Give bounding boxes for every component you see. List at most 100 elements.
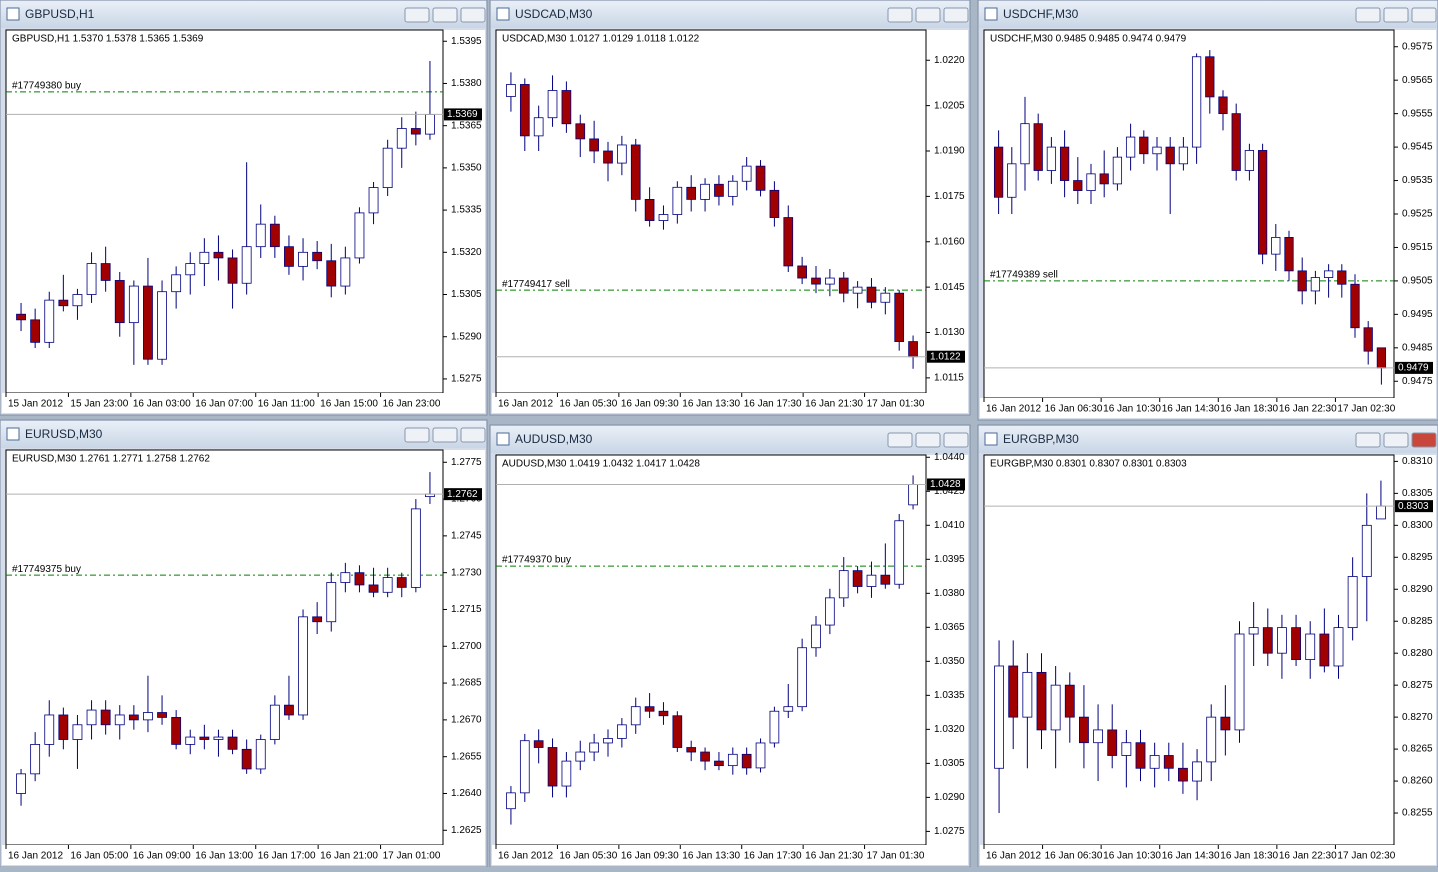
candle-body [714, 183, 724, 197]
candle-body [894, 520, 905, 585]
candle-body [368, 187, 379, 214]
maximize-button[interactable] [1383, 7, 1409, 23]
candle-body [396, 128, 407, 149]
candle-body [769, 189, 780, 218]
candle-body [1376, 347, 1387, 369]
y-tick-label: 1.0130 [934, 327, 965, 338]
order-label: #17749417 sell [502, 279, 570, 290]
candle-body [16, 313, 26, 321]
candle-body [1107, 729, 1118, 756]
candle-body [1350, 283, 1360, 329]
minimize-button[interactable] [404, 427, 430, 443]
minimize-button[interactable] [887, 432, 913, 448]
y-tick-label: 1.0395 [934, 554, 965, 565]
candle-body [72, 724, 83, 740]
y-tick-label: 1.0290 [934, 792, 965, 803]
y-tick-label: 0.8295 [1402, 552, 1433, 563]
candle-body [1319, 633, 1330, 667]
x-tick-label: 16 Jan 10:30 [1103, 851, 1161, 862]
x-tick-label: 15 Jan 23:00 [70, 399, 128, 410]
candle-body [1333, 627, 1344, 667]
candle-body [714, 760, 724, 767]
candle-body [1149, 755, 1160, 769]
order-label: #17749370 buy [502, 555, 571, 566]
candle-body [1178, 146, 1189, 165]
close-button[interactable] [1411, 432, 1437, 448]
y-tick-label: 1.0220 [934, 55, 965, 66]
candle-body [506, 84, 516, 97]
close-button[interactable] [943, 7, 969, 23]
minimize-button[interactable] [404, 7, 430, 23]
x-tick-label: 17 Jan 02:30 [1337, 851, 1395, 862]
maximize-button[interactable] [432, 427, 458, 443]
x-tick-label: 16 Jan 22:30 [1279, 851, 1337, 862]
candle-body [100, 263, 111, 281]
y-tick-label: 0.8260 [1402, 776, 1433, 787]
close-button[interactable] [943, 432, 969, 448]
chart-window: AUDUSD,M30 1.0440 1.0425 1.0410 1.0395 1.0380… [489, 424, 971, 868]
y-tick-label: 1.5395 [451, 36, 482, 47]
candle-body [755, 742, 766, 769]
maximize-button[interactable] [432, 7, 458, 23]
candle-body [1218, 96, 1228, 115]
candle-body [825, 597, 835, 626]
maximize-button[interactable] [915, 432, 941, 448]
candle-body [880, 574, 891, 585]
candle-body [727, 753, 738, 767]
y-tick-label: 1.0350 [934, 656, 965, 667]
candle-body [114, 714, 125, 726]
minimize-button[interactable] [1355, 432, 1381, 448]
candle-body [1139, 136, 1149, 155]
bid-label-box [444, 108, 482, 121]
candle-body [519, 84, 530, 137]
axis-area [1394, 30, 1436, 418]
close-button[interactable] [460, 427, 486, 443]
y-tick-label: 1.0365 [934, 622, 965, 633]
window-icon [6, 7, 20, 21]
candle-body [410, 128, 421, 135]
candle-body [603, 150, 613, 164]
window-title: USDCAD,M30 [515, 7, 593, 21]
candle-body [1271, 237, 1281, 255]
x-tick-label: 16 Jan 21:30 [805, 851, 863, 862]
candle-body [58, 714, 69, 740]
candle-body [114, 280, 125, 324]
x-tick-label: 17 Jan 02:30 [1337, 404, 1395, 415]
y-tick-label: 1.2715 [451, 604, 482, 615]
candle-body [1205, 56, 1215, 98]
candle-body [1297, 270, 1307, 292]
close-button[interactable] [1411, 7, 1437, 23]
candle-body [143, 285, 153, 360]
bid-label-box [927, 350, 965, 363]
candle-body [326, 260, 337, 287]
candle-body [658, 214, 669, 221]
candle-body [741, 165, 752, 182]
candle-body [644, 706, 655, 712]
y-tick-label: 1.2640 [451, 788, 482, 799]
candle-body [396, 577, 407, 588]
maximize-button[interactable] [1383, 432, 1409, 448]
x-tick-label: 16 Jan 06:30 [1045, 851, 1103, 862]
candle-body [852, 570, 863, 587]
candle-body [866, 286, 877, 303]
minimize-button[interactable] [1355, 7, 1381, 23]
x-tick-label: 15 Jan 2012 [8, 399, 63, 410]
bid-label-box [1395, 361, 1433, 374]
candle-body [143, 712, 153, 721]
candle-body [589, 742, 599, 753]
minimize-button[interactable] [887, 7, 913, 23]
y-tick-label: 0.9505 [1402, 276, 1433, 287]
maximize-button[interactable] [915, 7, 941, 23]
chart-window: EURUSD,M301.27751.27601.27451.27301.2715… [0, 419, 488, 868]
candle-body [227, 736, 238, 750]
window-icon [984, 432, 998, 446]
candle-body [1086, 173, 1096, 191]
candle-body [603, 738, 613, 744]
candle-body [382, 147, 393, 188]
y-tick-label: 1.0145 [934, 282, 965, 293]
y-tick-label: 0.8310 [1402, 456, 1433, 467]
y-tick-label: 0.8265 [1402, 744, 1433, 755]
candle-body [1007, 163, 1017, 198]
candle-body [1059, 146, 1070, 181]
close-button[interactable] [460, 7, 486, 23]
